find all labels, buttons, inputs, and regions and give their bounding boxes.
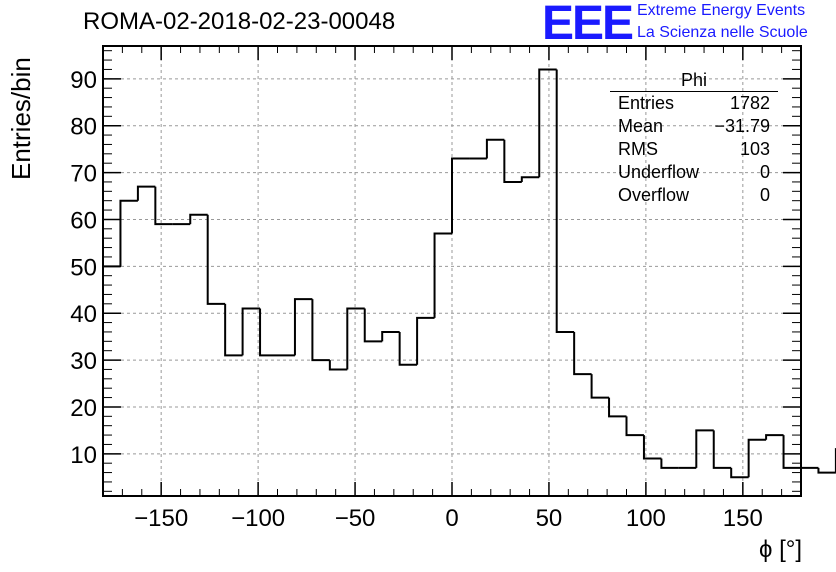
stats-label: Mean — [618, 116, 664, 136]
y-tick-label: 10 — [70, 442, 97, 469]
y-tick-label: 20 — [70, 395, 97, 422]
histogram-bin — [538, 68, 557, 178]
stats-row-entries: Entries 1782 — [610, 92, 778, 115]
stats-value: 0 — [759, 185, 770, 205]
y-tick-label: 50 — [70, 254, 97, 281]
histogram-bin — [695, 429, 714, 468]
stats-value: 1782 — [729, 93, 770, 113]
histogram-bin — [817, 467, 836, 474]
histogram-bin — [765, 434, 784, 440]
histogram-bin — [293, 298, 313, 356]
histogram-bin — [119, 199, 138, 267]
tick-labels: −150 −100 −50 0 50 100 150 10 20 30 40 50 60 70 80 90 — [70, 67, 763, 532]
y-tick-label: 80 — [70, 114, 97, 141]
stats-value: 103 — [739, 139, 770, 159]
histogram-bin — [224, 303, 243, 357]
histogram-bin — [433, 232, 452, 318]
logo-subtitle-line1: Extreme Energy Events — [637, 2, 806, 19]
histogram-bin — [136, 185, 156, 201]
histogram-bin — [451, 157, 470, 234]
axis-ticks — [102, 46, 802, 496]
histogram-bin — [381, 330, 400, 342]
histogram-bin — [311, 299, 330, 362]
histogram-bin — [660, 458, 679, 469]
histogram-bin — [782, 435, 801, 469]
histogram-bin — [747, 438, 767, 478]
histogram-bin — [363, 308, 383, 343]
histogram-bin — [189, 213, 208, 225]
stats-row-underflow: Underflow 0 — [610, 161, 778, 184]
histogram-bin — [346, 307, 365, 370]
histogram-bin — [398, 331, 418, 366]
histogram-bin — [206, 214, 226, 305]
x-tick-label: −50 — [335, 505, 376, 532]
histogram-bin — [485, 138, 505, 159]
histogram-bin — [625, 416, 644, 437]
y-tick-label: 30 — [70, 348, 97, 375]
logo-subtitle-line2: La Scienza nelle Scuole — [637, 24, 808, 41]
stats-label: Overflow — [618, 185, 690, 205]
y-tick-label: 60 — [70, 207, 97, 234]
histogram-bin — [416, 316, 435, 365]
histogram-bars — [103, 68, 836, 479]
x-tick-label: −150 — [134, 505, 188, 532]
x-tick-label: 50 — [536, 505, 563, 532]
stats-value: 0 — [759, 162, 770, 182]
stats-title: Phi — [610, 70, 778, 92]
x-tick-label: 100 — [626, 505, 666, 532]
histogram-bin — [712, 430, 732, 469]
y-axis-label: Entries/bin — [6, 57, 36, 180]
histogram-bin — [503, 139, 522, 183]
stats-value: −31.79 — [714, 116, 770, 136]
stats-row-overflow: Overflow 0 — [610, 184, 778, 207]
histogram-bin — [730, 467, 749, 479]
histogram-bin — [241, 307, 261, 356]
stats-label: RMS — [618, 139, 658, 159]
x-tick-label: 150 — [723, 505, 763, 532]
run-title: ROMA-02-2018-02-23-00048 — [83, 8, 396, 35]
histogram-bin — [154, 186, 173, 226]
histogram-bin — [573, 331, 592, 376]
y-tick-label: 90 — [70, 67, 97, 94]
y-tick-label: 70 — [70, 161, 97, 188]
histogram-bin — [520, 176, 540, 182]
eee-logo: EEE — [542, 0, 634, 50]
histogram-bin — [328, 360, 348, 371]
grid — [103, 46, 801, 496]
x-tick-label: 0 — [445, 505, 458, 532]
x-axis-label: ϕ [°] — [758, 536, 802, 563]
x-tick-label: −100 — [231, 505, 285, 532]
histogram-bin — [590, 374, 610, 399]
stats-label: Entries — [618, 93, 675, 113]
histogram-bin — [555, 69, 575, 333]
histogram-bin — [259, 308, 278, 357]
histogram-bin — [642, 435, 662, 460]
stats-box: Phi Entries 1782 Mean −31.79 RMS 103 Und… — [610, 70, 778, 207]
stats-row-mean: Mean −31.79 — [610, 115, 778, 138]
y-tick-label: 40 — [70, 301, 97, 328]
histogram-bin — [608, 397, 627, 418]
stats-row-rms: RMS 103 — [610, 138, 778, 161]
stats-label: Underflow — [618, 162, 700, 182]
